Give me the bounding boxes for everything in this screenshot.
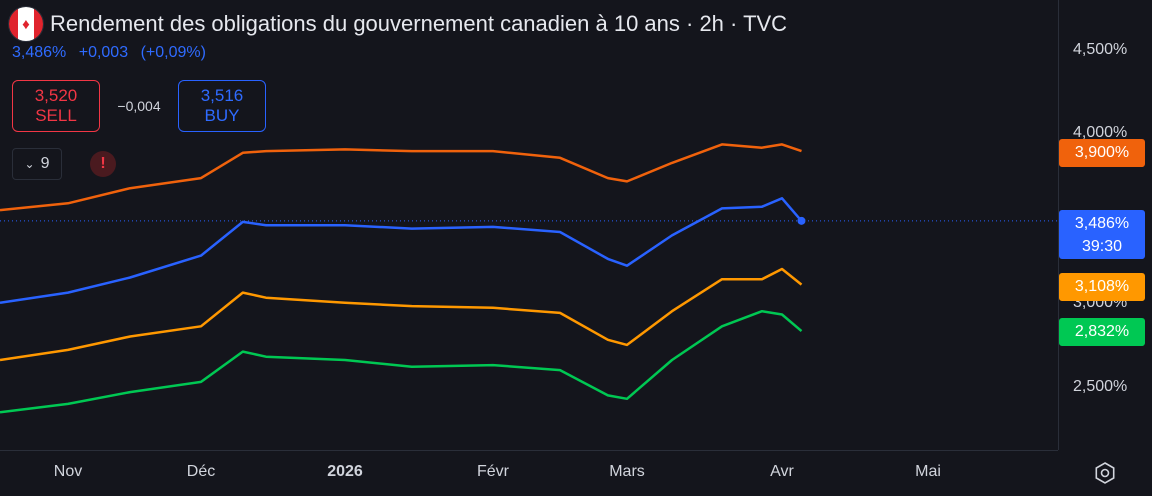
buy-label: BUY <box>204 106 240 125</box>
indicators-toggle-button[interactable]: ⌄ 9 <box>12 148 62 180</box>
sell-price: 3,520 <box>34 86 78 105</box>
series-line-2 <box>0 267 803 362</box>
price-tag-value: 2,832% <box>1074 323 1130 340</box>
plot-area[interactable] <box>0 0 1058 450</box>
price-tick-label: 4,000% <box>1073 124 1128 141</box>
chart-title[interactable]: Rendement des obligations du gouvernemen… <box>50 11 788 36</box>
warning-icon[interactable]: ! <box>90 151 116 177</box>
price-tag-value: 3,900% <box>1074 144 1130 161</box>
series-line-0 <box>0 143 802 212</box>
chart-header: ♦ Rendement des obligations du gouvernem… <box>8 6 787 62</box>
series-line-3 <box>0 309 803 414</box>
title-row: ♦ Rendement des obligations du gouvernem… <box>8 6 787 42</box>
price-tag: 3,900% <box>1059 139 1145 167</box>
settings-icon[interactable] <box>1092 460 1118 486</box>
last-price: 3,486% <box>12 44 67 61</box>
tools-row: ⌄ 9 ! <box>12 148 116 180</box>
current-price-dot <box>797 216 806 225</box>
series-line-1 <box>0 197 803 305</box>
sell-button[interactable]: 3,520 SELL <box>12 80 100 132</box>
price-axis[interactable]: 4,500% 4,000% 3,000% 2,500% 3,900% 3,486% 39:… <box>1058 0 1152 450</box>
time-tick-label: Mars <box>609 463 645 480</box>
time-tick-label: 2026 <box>327 463 363 480</box>
time-axis[interactable]: Nov Déc 2026 Févr Mars Avr Mai <box>0 450 1058 496</box>
time-tick-label: Déc <box>186 463 216 480</box>
price-tick-label: 2,500% <box>1073 378 1128 395</box>
price-change-pct: (+0,09%) <box>140 44 206 61</box>
price-tag-value: 3,486% <box>1074 215 1130 232</box>
indicator-count: 9 <box>40 155 50 172</box>
price-tick-label: 4,500% <box>1073 41 1128 58</box>
time-tick-label: Nov <box>53 463 83 480</box>
spread-value: −0,004 <box>117 98 161 114</box>
chevron-down-icon: ⌄ <box>24 157 35 171</box>
bar-countdown: 39:30 <box>1081 238 1123 255</box>
sell-label: SELL <box>35 106 77 125</box>
canada-flag-icon: ♦ <box>8 6 44 42</box>
time-tick-label: Avr <box>770 463 794 480</box>
price-tag: 3,486% 39:30 <box>1059 210 1145 259</box>
price-tag: 2,832% <box>1059 318 1145 346</box>
price-tag-value: 3,108% <box>1074 278 1130 295</box>
time-tick-label: Mai <box>915 463 941 480</box>
price-tag: 3,108% <box>1059 273 1145 301</box>
buy-price: 3,516 <box>200 86 244 105</box>
buy-button[interactable]: 3,516 BUY <box>178 80 266 132</box>
trade-panel: 3,520 SELL −0,004 3,516 BUY <box>12 80 266 132</box>
quote-row: 3,486% +0,003 (+0,09%) <box>12 44 787 62</box>
price-change: +0,003 <box>78 44 129 61</box>
time-tick-label: Févr <box>477 463 509 480</box>
